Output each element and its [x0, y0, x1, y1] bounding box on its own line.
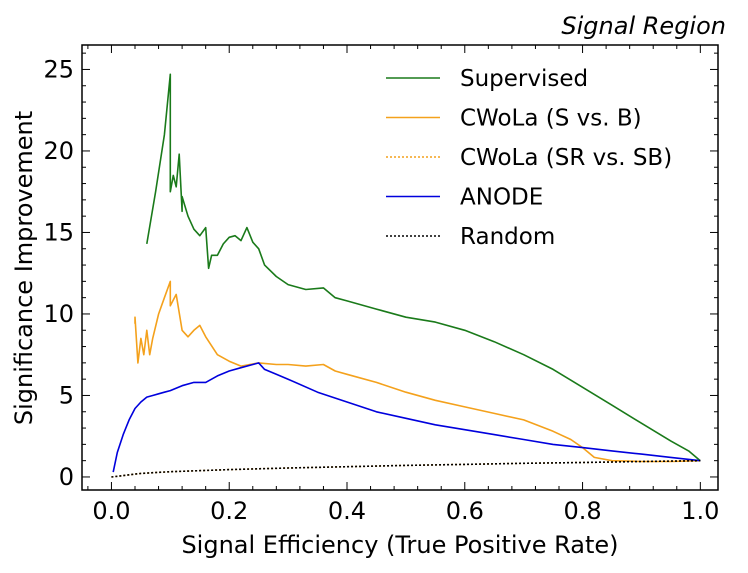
plot-frame	[81, 44, 719, 491]
x-tick-label: 0.6	[446, 497, 484, 525]
legend-label-3: ANODE	[460, 185, 543, 211]
x-axis-label: Signal Efficiency (True Positive Rate)	[181, 531, 618, 559]
ticks-layer: 0.0 0.2 0.4 0.6 0.8 1.0 0 5 10 15 20 25	[43, 45, 719, 525]
x-tick-label: 0.4	[328, 497, 366, 525]
series-layer	[111, 73, 701, 478]
x-tick-label: 0.8	[563, 497, 601, 525]
series-line-1	[134, 280, 701, 463]
y-tick-label: 25	[43, 55, 74, 83]
y-tick-label: 5	[59, 381, 74, 409]
y-tick-label: 15	[43, 218, 74, 246]
y-axis-label: Significance Improvement	[10, 111, 38, 425]
x-tick-label: 1.0	[681, 497, 719, 525]
legend-label-0: Supervised	[460, 66, 588, 92]
y-tick-label: 20	[43, 137, 74, 165]
legend-label-1: CWoLa (S vs. B)	[460, 106, 642, 132]
legend-label-4: Random	[460, 224, 555, 250]
series-line-0	[146, 73, 701, 462]
y-tick-label: 10	[43, 300, 74, 328]
y-tick-label: 0	[59, 463, 74, 491]
x-tick-label: 0.2	[210, 497, 248, 525]
plot-area: 0.0 0.2 0.4 0.6 0.8 1.0 0 5 10 15 20 25 Supervised C…	[43, 44, 719, 525]
series-line-2	[111, 459, 701, 478]
legend: Supervised CWoLa (S vs. B) CWoLa (SR vs. S…	[386, 66, 672, 250]
series-line-3	[112, 362, 701, 473]
chart-title: Signal Region	[561, 12, 726, 40]
series-line-4	[111, 459, 701, 478]
legend-label-2: CWoLa (SR vs. SB)	[460, 145, 672, 171]
x-tick-label: 0.0	[92, 497, 130, 525]
